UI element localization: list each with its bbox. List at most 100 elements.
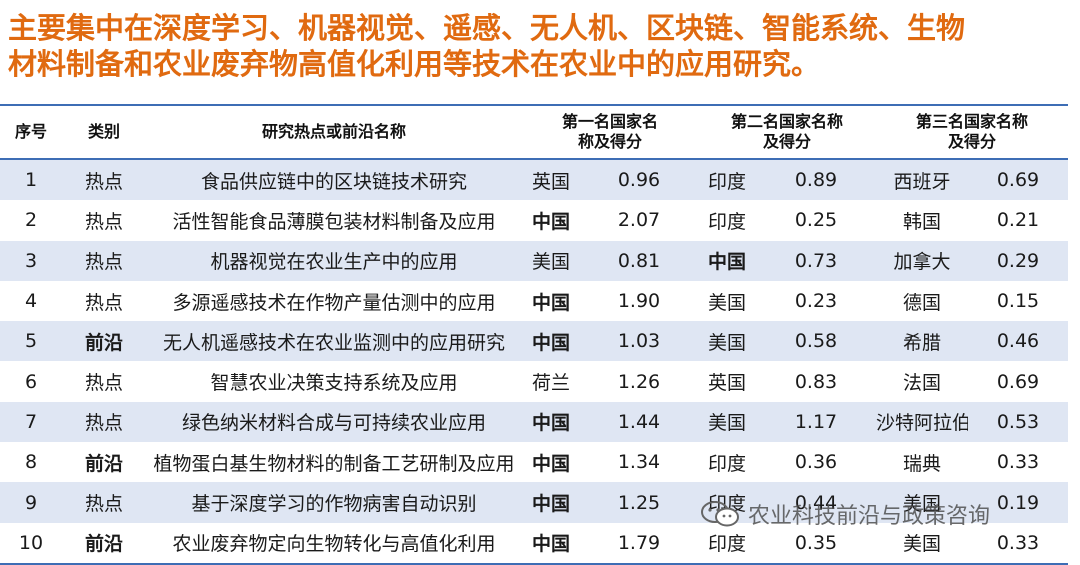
- row-category: 前沿: [62, 442, 146, 483]
- row-index: 1: [0, 159, 62, 201]
- third-score: 0.29: [968, 240, 1068, 281]
- row-index: 8: [0, 442, 62, 483]
- table-body: 1 热点 食品供应链中的区块链技术研究 英国 0.96 印度 0.89 西班牙 0.69 2 热点活…: [0, 159, 1068, 565]
- row-topic: 机器视觉在农业生产中的应用: [146, 240, 522, 281]
- second-country: 印度: [698, 522, 756, 565]
- row-category: 热点: [62, 200, 146, 241]
- second-score: 1.17: [756, 401, 876, 443]
- watermark: 农业科技前沿与政策咨询: [700, 494, 990, 534]
- row-category: 热点: [62, 401, 146, 443]
- first-score: 1.90: [580, 280, 698, 322]
- row-index: 9: [0, 482, 62, 523]
- third-score: 0.21: [968, 200, 1068, 241]
- first-score: 1.44: [580, 401, 698, 443]
- row-index: 7: [0, 401, 62, 443]
- first-score: 1.25: [580, 482, 698, 523]
- first-score: 1.79: [580, 522, 698, 565]
- wechat-icon: [701, 501, 739, 527]
- row-topic: 无人机遥感技术在农业监测中的应用研究: [146, 321, 522, 362]
- row-topic: 智慧农业决策支持系统及应用: [146, 361, 522, 402]
- third-country: 希腊: [876, 321, 968, 362]
- row-category: 热点: [62, 361, 146, 402]
- watermark-text: 农业科技前沿与政策咨询: [748, 504, 991, 529]
- second-score: 0.36: [756, 442, 876, 483]
- second-score: 0.35: [756, 522, 876, 565]
- third-score: 0.69: [968, 159, 1068, 201]
- third-country: 加拿大: [876, 240, 968, 281]
- row-index: 5: [0, 321, 62, 362]
- third-score: 0.53: [968, 401, 1068, 443]
- third-country: 美国: [876, 522, 968, 565]
- row-topic: 植物蛋白基生物材料的制备工艺研制及应用: [146, 442, 522, 483]
- first-country: 美国: [522, 240, 580, 281]
- first-score: 1.26: [580, 361, 698, 402]
- header-second: 第二名国家名称及得分: [698, 104, 876, 160]
- first-score: 1.03: [580, 321, 698, 362]
- header-first: 第一名国家名称及得分: [522, 104, 698, 160]
- row-topic: 基于深度学习的作物病害自动识别: [146, 482, 522, 523]
- table-row: 3 热点 机器视觉在农业生产中的应用 美国 0.81 中国 0.73 加拿大 0.29: [0, 240, 1068, 281]
- first-country: 中国: [522, 482, 580, 523]
- header-index: 序号: [0, 104, 62, 160]
- row-category: 前沿: [62, 321, 146, 362]
- row-topic: 多源遥感技术在作物产量估测中的应用: [146, 280, 522, 322]
- second-country: 美国: [698, 321, 756, 362]
- row-topic: 绿色纳米材料合成与可持续农业应用: [146, 401, 522, 443]
- second-score: 0.23: [756, 280, 876, 322]
- second-score: 0.73: [756, 240, 876, 281]
- row-index: 6: [0, 361, 62, 402]
- row-category: 热点: [62, 280, 146, 322]
- first-score: 0.96: [580, 159, 698, 201]
- headline: 主要集中在深度学习、机器视觉、遥感、无人机、区块链、智能系统、生物 材料制备和农…: [8, 10, 1076, 82]
- table-row: 9 热点 基于深度学习的作物病害自动识别 中国 1.25 印度 0.44 美国 0.19: [0, 482, 1068, 523]
- second-country: 印度: [698, 159, 756, 201]
- third-country: 韩国: [876, 200, 968, 241]
- row-topic: 农业废弃物定向生物转化与高值化利用: [146, 522, 522, 565]
- table-row: 8 前沿 植物蛋白基生物材料的制备工艺研制及应用 中国 1.34 印度 0.36 瑞典 0.33: [0, 442, 1068, 483]
- table-row: 7 热点 绿色纳米材料合成与可持续农业应用 中国 1.44 美国 1.17 沙特阿拉伯 0.53: [0, 401, 1068, 443]
- row-topic: 活性智能食品薄膜包装材料制备及应用: [146, 200, 522, 241]
- first-score: 2.07: [580, 200, 698, 241]
- first-country: 中国: [522, 442, 580, 483]
- third-country: 西班牙: [876, 159, 968, 201]
- first-country: 中国: [522, 280, 580, 322]
- first-country: 中国: [522, 321, 580, 362]
- row-category: 热点: [62, 240, 146, 281]
- first-country: 中国: [522, 401, 580, 443]
- second-score: 0.44: [756, 482, 876, 523]
- third-score: 0.69: [968, 361, 1068, 402]
- header-topic: 研究热点或前沿名称: [146, 104, 522, 160]
- second-score: 0.25: [756, 200, 876, 241]
- third-country: 德国: [876, 280, 968, 322]
- third-score: 0.15: [968, 280, 1068, 322]
- first-country: 英国: [522, 159, 580, 201]
- row-category: 前沿: [62, 522, 146, 565]
- row-index: 4: [0, 280, 62, 322]
- table-row: 6 热点 智慧农业决策支持系统及应用 荷兰 1.26 英国 0.83 法国 0.69: [0, 361, 1068, 402]
- third-score: 0.19: [968, 482, 1068, 523]
- second-score: 0.89: [756, 159, 876, 201]
- table-row: 5 前沿 无人机遥感技术在农业监测中的应用研究 中国 1.03 美国 0.58 希腊 0.46: [0, 321, 1068, 362]
- second-country: 美国: [698, 280, 756, 322]
- row-category: 热点: [62, 159, 146, 201]
- third-score: 0.46: [968, 321, 1068, 362]
- table-row: 1 热点 食品供应链中的区块链技术研究 英国 0.96 印度 0.89 西班牙 0.69: [0, 159, 1068, 201]
- second-score: 0.83: [756, 361, 876, 402]
- row-index: 10: [0, 522, 62, 565]
- second-country: 英国: [698, 361, 756, 402]
- third-country: 沙特阿拉伯: [876, 401, 968, 443]
- header-third: 第三名国家名称及得分: [876, 104, 1068, 160]
- table-row: 2 热点 活性智能食品薄膜包装材料制备及应用 中国 2.07 印度 0.25 韩国 0.21: [0, 200, 1068, 241]
- headline-line-1: 主要集中在深度学习、机器视觉、遥感、无人机、区块链、智能系统、生物: [8, 11, 966, 45]
- first-country: 荷兰: [522, 361, 580, 402]
- row-index: 2: [0, 200, 62, 241]
- second-country: 美国: [698, 401, 756, 443]
- third-country: 法国: [876, 361, 968, 402]
- row-topic: 食品供应链中的区块链技术研究: [146, 159, 522, 201]
- second-country: 印度: [698, 442, 756, 483]
- third-score: 0.33: [968, 442, 1068, 483]
- row-index: 3: [0, 240, 62, 281]
- first-score: 0.81: [580, 240, 698, 281]
- header-category: 类别: [62, 104, 146, 160]
- headline-line-2: 材料制备和农业废弃物高值化利用等技术在农业中的应用研究。: [8, 47, 821, 81]
